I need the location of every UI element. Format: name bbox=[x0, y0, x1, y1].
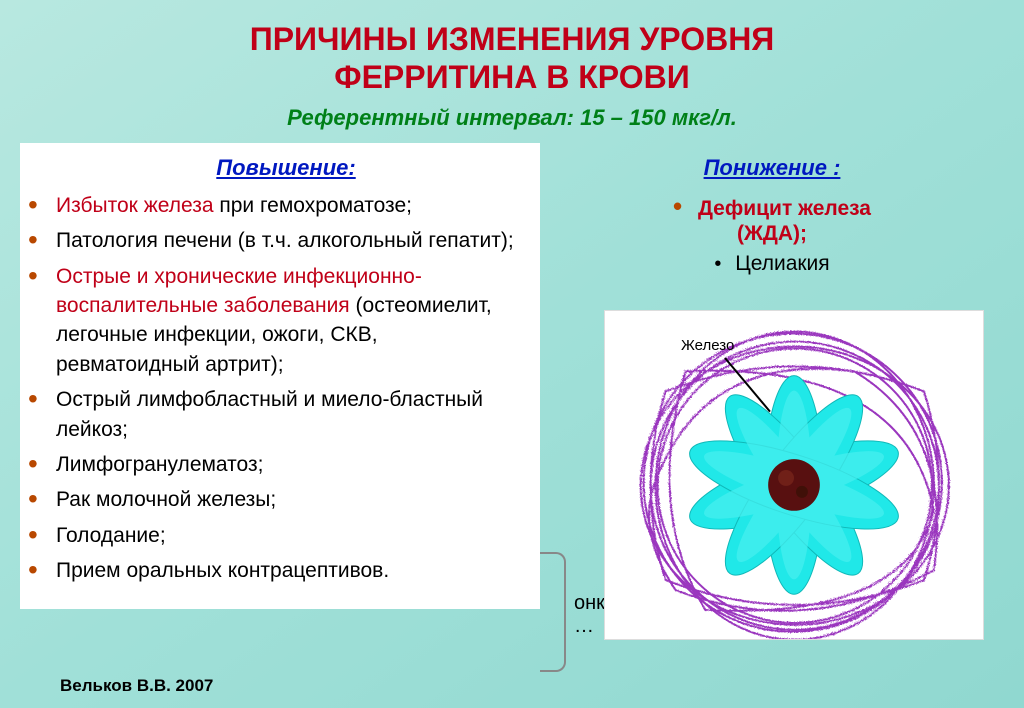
decrease-item-2-text: Целиакия bbox=[735, 252, 829, 275]
decrease-list: Дефицит железа (ЖДА); Целиакия bbox=[560, 191, 984, 276]
increase-item: Избыток железа при гемохроматозе; bbox=[50, 191, 522, 220]
decrease-item-1: Дефицит железа (ЖДА); bbox=[560, 191, 984, 246]
reference-interval: Референтный интервал: 15 – 150 мкг/л. bbox=[0, 105, 1024, 131]
title-line-2: ФЕРРИТИНА В КРОВИ bbox=[334, 59, 689, 95]
citation: Вельков В.В. 2007 bbox=[60, 676, 213, 696]
increase-item: Острый лимфобластный и миело-бластный ле… bbox=[50, 385, 522, 444]
title-line-1: ПРИЧИНЫ ИЗМЕНЕНИЯ УРОВНЯ bbox=[250, 21, 775, 57]
ferritin-structure-image: Железо bbox=[604, 310, 984, 640]
increase-item-text: Патология печени (в т.ч. алкогольный геп… bbox=[56, 229, 514, 252]
decrease-header: Понижение : bbox=[560, 155, 984, 181]
curly-bracket-icon bbox=[540, 552, 566, 672]
increase-item: Острые и хронические инфекционно-воспали… bbox=[50, 262, 522, 380]
increase-item-text: Голодание; bbox=[56, 524, 166, 547]
increase-item: Рак молочной железы; bbox=[50, 485, 522, 514]
increase-item-text: Острый лимфобластный и миело-бластный ле… bbox=[56, 388, 483, 440]
increase-item: Голодание; bbox=[50, 521, 522, 550]
increase-item-text: Рак молочной железы; bbox=[56, 488, 276, 511]
protein-svg bbox=[605, 311, 983, 639]
increase-item: Патология печени (в т.ч. алкогольный геп… bbox=[50, 226, 522, 255]
decrease-item-1-line2: (ЖДА); bbox=[737, 222, 807, 245]
decrease-item-1-line1: Дефицит железа bbox=[698, 197, 871, 220]
increase-item-text: Прием оральных контрацептивов. bbox=[56, 559, 389, 582]
increase-item-text-cont: при гемохроматозе; bbox=[214, 194, 412, 217]
increase-item-text: Лимфогранулематоз; bbox=[56, 453, 263, 476]
increase-item-text: Избыток железа bbox=[56, 194, 214, 217]
increase-panel: Повышение: Избыток железа при гемохромат… bbox=[20, 143, 540, 610]
increase-list: Избыток железа при гемохроматозе; Патолог… bbox=[50, 191, 522, 586]
iron-label: Железо bbox=[681, 337, 734, 354]
increase-item: Прием оральных контрацептивов. bbox=[50, 556, 522, 585]
decrease-item-2: Целиакия bbox=[560, 252, 984, 276]
increase-header: Повышение: bbox=[50, 155, 522, 181]
slide-title: ПРИЧИНЫ ИЗМЕНЕНИЯ УРОВНЯ ФЕРРИТИНА В КРО… bbox=[0, 0, 1024, 97]
increase-item: Лимфогранулематоз; bbox=[50, 450, 522, 479]
